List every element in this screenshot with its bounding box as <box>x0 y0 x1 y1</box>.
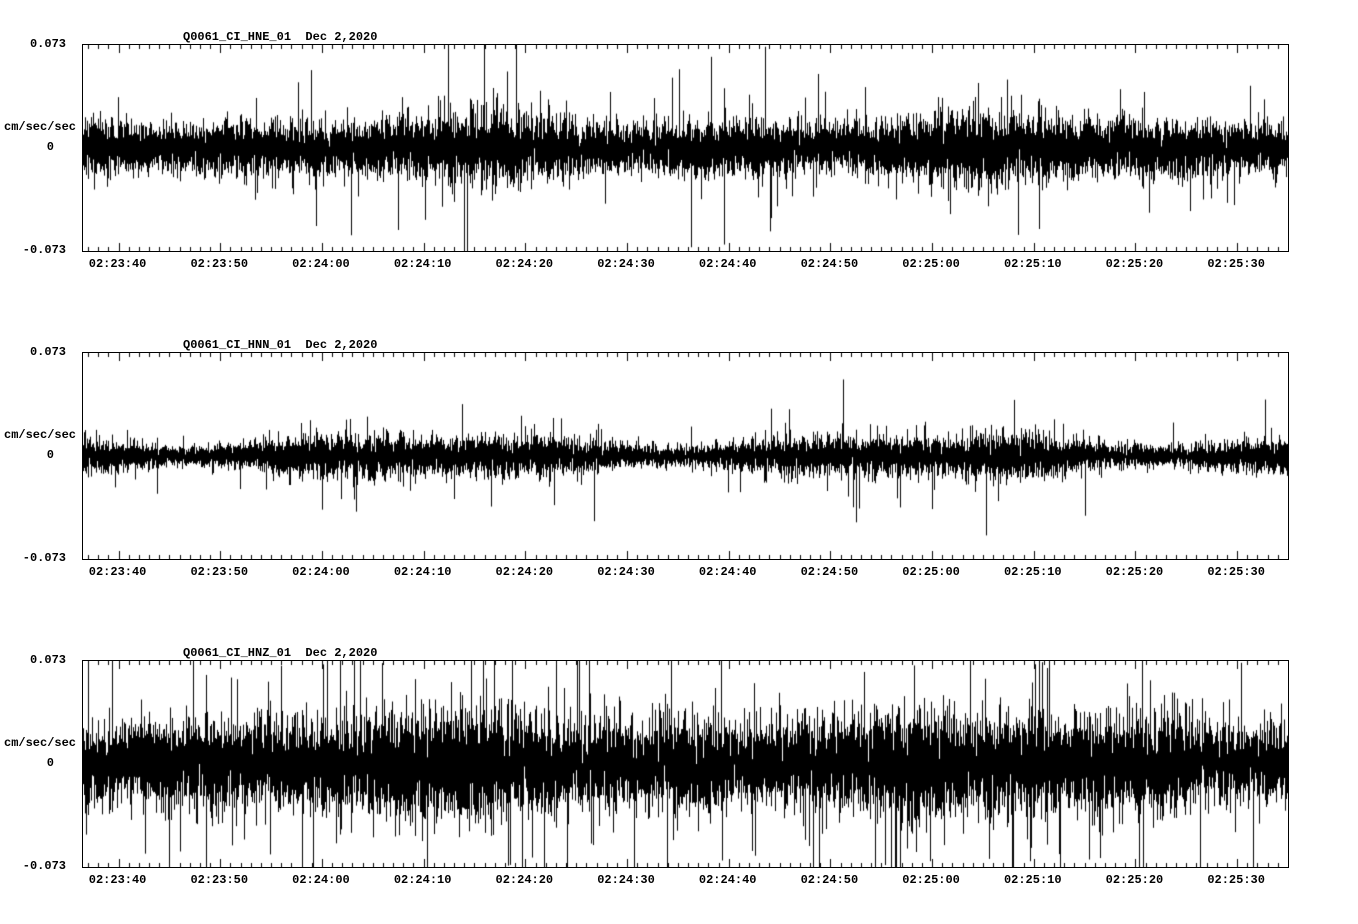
x-tick-label: 02:25:20 <box>1105 565 1164 579</box>
x-tick-label: 02:24:50 <box>800 873 859 887</box>
x-axis-tick-labels: 02:23:40 02:23:50 02:24:00 02:24:10 02:24:20… <box>0 565 1358 583</box>
seismogram-panel-hne: Q0061_CI_HNE_01 Dec 2,2020 0.073 cm/sec/… <box>0 0 1358 308</box>
x-axis-tick-labels: 02:23:40 02:23:50 02:24:00 02:24:10 02:24:20… <box>0 873 1358 891</box>
y-tick-max-label: 0.073 <box>29 653 66 667</box>
y-axis-unit-label: cm/sec/sec <box>4 120 77 134</box>
x-tick-label: 02:24:10 <box>393 257 452 271</box>
x-axis-tick-labels: 02:23:40 02:23:50 02:24:00 02:24:10 02:24:20… <box>0 257 1358 275</box>
y-tick-min-label: -0.073 <box>22 551 66 565</box>
x-tick-label: 02:24:10 <box>393 873 452 887</box>
waveform-plot-area <box>82 44 1289 252</box>
trace-title: Q0061_CI_HNN_01 Dec 2,2020 <box>183 338 378 352</box>
x-tick-label: 02:25:30 <box>1207 257 1265 271</box>
x-tick-label: 02:25:00 <box>902 565 960 579</box>
x-tick-label: 02:24:20 <box>495 257 554 271</box>
x-tick-label: 02:23:40 <box>88 257 147 271</box>
x-tick-label: 02:24:50 <box>800 257 859 271</box>
waveform-plot-area <box>82 660 1289 868</box>
waveform-canvas-hnn <box>82 352 1289 560</box>
y-axis-unit-label: cm/sec/sec <box>4 428 77 442</box>
seismogram-panel-hnz: Q0061_CI_HNZ_01 Dec 2,2020 0.073 cm/sec/… <box>0 616 1358 924</box>
x-tick-label: 02:24:00 <box>292 873 350 887</box>
x-tick-label: 02:23:40 <box>88 873 147 887</box>
x-tick-label: 02:25:20 <box>1105 873 1164 887</box>
x-tick-label: 02:25:00 <box>902 873 960 887</box>
x-tick-label: 02:24:50 <box>800 565 859 579</box>
seismogram-panel-hnn: Q0061_CI_HNN_01 Dec 2,2020 0.073 cm/sec/… <box>0 308 1358 616</box>
y-tick-min-label: -0.073 <box>22 859 66 873</box>
x-tick-label: 02:24:30 <box>597 257 655 271</box>
x-tick-label: 02:24:00 <box>292 565 350 579</box>
x-tick-label: 02:23:50 <box>190 873 249 887</box>
y-tick-min-label: -0.073 <box>22 243 66 257</box>
y-tick-zero-label: 0 <box>46 756 54 770</box>
x-tick-label: 02:25:10 <box>1003 257 1062 271</box>
y-tick-max-label: 0.073 <box>29 345 66 359</box>
x-tick-label: 02:24:40 <box>698 873 757 887</box>
y-tick-zero-label: 0 <box>46 448 54 462</box>
y-tick-zero-label: 0 <box>46 140 54 154</box>
x-tick-label: 02:23:40 <box>88 565 147 579</box>
x-tick-label: 02:24:30 <box>597 873 655 887</box>
waveform-plot-area <box>82 352 1289 560</box>
x-tick-label: 02:25:20 <box>1105 257 1164 271</box>
x-tick-label: 02:25:30 <box>1207 873 1265 887</box>
waveform-canvas-hnz <box>82 660 1289 868</box>
x-tick-label: 02:24:00 <box>292 257 350 271</box>
x-tick-label: 02:24:20 <box>495 873 554 887</box>
x-tick-label: 02:25:10 <box>1003 873 1062 887</box>
trace-title: Q0061_CI_HNZ_01 Dec 2,2020 <box>183 646 378 660</box>
y-tick-max-label: 0.073 <box>29 37 66 51</box>
x-tick-label: 02:23:50 <box>190 565 249 579</box>
x-tick-label: 02:24:20 <box>495 565 554 579</box>
x-tick-label: 02:24:40 <box>698 565 757 579</box>
x-tick-label: 02:24:10 <box>393 565 452 579</box>
x-tick-label: 02:25:10 <box>1003 565 1062 579</box>
x-tick-label: 02:23:50 <box>190 257 249 271</box>
x-tick-label: 02:25:00 <box>902 257 960 271</box>
waveform-canvas-hne <box>82 44 1289 252</box>
trace-title: Q0061_CI_HNE_01 Dec 2,2020 <box>183 30 378 44</box>
x-tick-label: 02:24:40 <box>698 257 757 271</box>
x-tick-label: 02:25:30 <box>1207 565 1265 579</box>
x-tick-label: 02:24:30 <box>597 565 655 579</box>
y-axis-unit-label: cm/sec/sec <box>4 736 77 750</box>
